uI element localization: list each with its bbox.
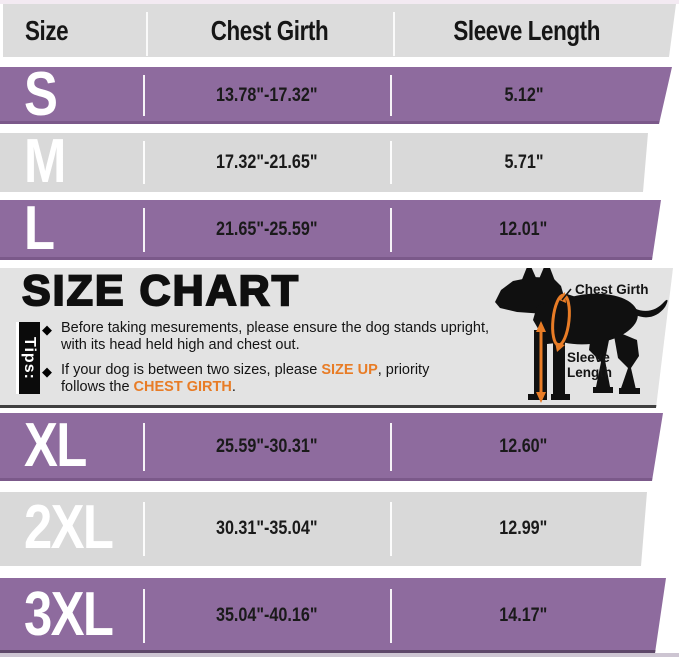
size-label: 3XL — [24, 579, 114, 649]
size-up-highlight: SIZE UP — [321, 362, 378, 378]
column-divider — [390, 141, 392, 184]
column-divider — [143, 208, 145, 252]
column-divider — [143, 588, 145, 643]
tip-text: If your dog is between two sizes, please — [61, 362, 322, 378]
sleeve-length-value: 12.60" — [499, 436, 548, 457]
table-row: L 21.65"-25.59" 12.01" — [0, 193, 661, 263]
table-row: S 13.78"-17.32" 5.12" — [0, 67, 672, 124]
tips-section: SIZE CHART Tips: ◆ Before taking mesurem… — [0, 267, 673, 408]
table-row: M 17.32"-21.65" 5.71" — [0, 126, 648, 196]
chest-girth-value: 21.65"-25.59" — [215, 219, 318, 240]
arrowheads — [536, 292, 566, 403]
header-chest-girth: Chest Girth — [210, 14, 329, 46]
size-label: 2XL — [24, 492, 114, 562]
tip-item: ◆ If your dog is between two sizes, plea… — [42, 362, 499, 396]
dog-measurement-diagram: Chest Girth Sleeve Length — [487, 268, 673, 408]
column-divider — [143, 502, 145, 556]
table-row: 2XL 30.31"-35.04" 12.99" — [0, 492, 647, 566]
sleeve-length-value: 12.01" — [499, 219, 548, 240]
table-row: XL 25.59"-30.31" 12.60" — [0, 410, 663, 481]
bottom-border-strip — [0, 653, 679, 657]
column-divider — [390, 422, 392, 472]
chest-girth-value: 13.78"-17.32" — [215, 84, 318, 106]
tips-label: Tips: — [21, 336, 38, 380]
diamond-bullet-icon: ◆ — [42, 322, 52, 337]
column-divider — [390, 74, 392, 116]
section-title: SIZE CHART — [21, 267, 300, 315]
column-divider — [390, 588, 392, 643]
column-divider — [143, 74, 145, 116]
column-divider — [390, 502, 392, 556]
tip-item: ◆ Before taking mesurements, please ensu… — [42, 320, 499, 354]
sleeve-length-value: 5.71" — [503, 151, 544, 173]
table-header-row: Size Chest Girth Sleeve Length — [3, 4, 676, 57]
column-divider — [143, 422, 145, 472]
chest-girth-value: 17.32"-21.65" — [215, 151, 318, 173]
dog-silhouette-icon — [495, 268, 668, 400]
chest-girth-diagram-label: Chest Girth — [575, 282, 649, 297]
sleeve-length-value: 5.12" — [503, 84, 544, 106]
column-divider — [393, 12, 395, 56]
tips-list: ◆ Before taking mesurements, please ensu… — [42, 320, 499, 396]
sleeve-length-value: 12.99" — [499, 518, 548, 539]
label-connector-line — [561, 288, 572, 301]
table-row: 3XL 35.04"-40.16" 14.17" — [0, 578, 666, 653]
size-label: S — [24, 59, 58, 129]
chest-girth-value: 35.04"-40.16" — [215, 604, 318, 626]
tip-text: Before taking mesurements, please ensure… — [61, 320, 490, 336]
chest-girth-highlight: CHEST GIRTH — [133, 379, 232, 395]
size-label: M — [24, 126, 66, 196]
top-border-strip — [0, 0, 679, 4]
tip-text: with its head held high and chest out. — [61, 337, 300, 353]
chest-girth-value: 25.59"-30.31" — [215, 436, 318, 457]
tip-text: follows the — [61, 379, 134, 395]
column-divider — [146, 12, 148, 56]
header-sleeve-length: Sleeve Length — [453, 14, 600, 46]
header-size: Size — [25, 14, 69, 46]
size-label: XL — [24, 410, 87, 480]
column-divider — [143, 141, 145, 184]
sleeve-length-value: 14.17" — [499, 604, 548, 626]
diamond-bullet-icon: ◆ — [42, 364, 52, 379]
column-divider — [390, 208, 392, 252]
sleeve-length-diagram-label: Sleeve — [567, 350, 610, 365]
tip-text: . — [231, 379, 236, 395]
chest-girth-value: 30.31"-35.04" — [215, 518, 318, 539]
tips-label-box: Tips: — [16, 322, 40, 394]
size-label: L — [24, 193, 55, 263]
sleeve-length-diagram-label: Length — [567, 365, 612, 380]
tip-text: , priority — [377, 362, 430, 378]
